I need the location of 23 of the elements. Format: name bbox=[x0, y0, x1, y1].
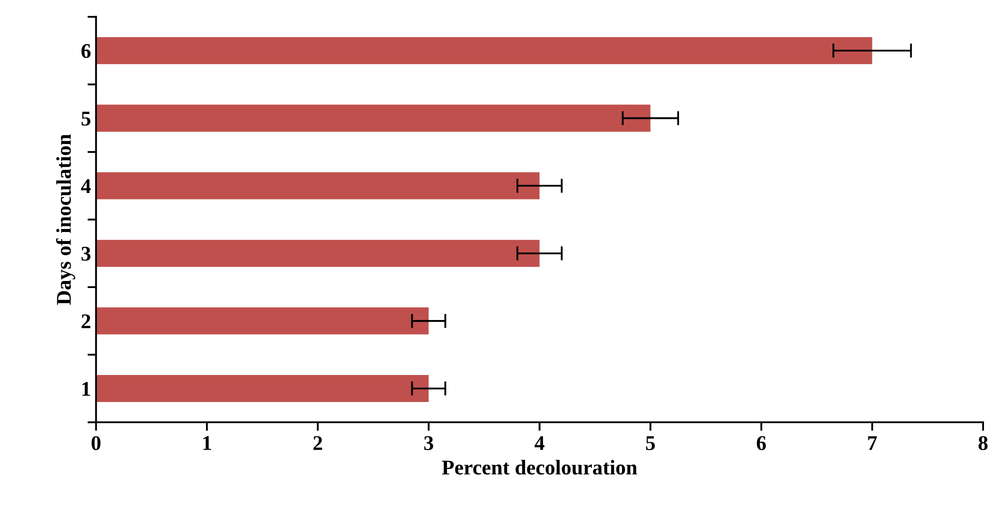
y-tick-label: 3 bbox=[82, 246, 90, 261]
x-tick-label: 5 bbox=[646, 436, 655, 450]
bar bbox=[96, 240, 540, 267]
y-tick-label: 5 bbox=[82, 112, 90, 126]
x-tick-label: 3 bbox=[424, 436, 434, 450]
y-tick-label: 6 bbox=[81, 44, 91, 58]
x-tick-label: 7 bbox=[868, 436, 877, 450]
bar bbox=[96, 104, 650, 132]
bar bbox=[96, 374, 429, 402]
x-tick-label: 4 bbox=[534, 436, 544, 450]
y-tick-label: 4 bbox=[81, 179, 91, 193]
x-tick-label: 2 bbox=[313, 436, 322, 450]
y-tick-label: 1 bbox=[82, 382, 90, 396]
y-axis-title: Days of inoculation bbox=[56, 134, 76, 305]
x-tick-label: 8 bbox=[978, 436, 988, 450]
x-tick-label: 6 bbox=[756, 436, 766, 450]
y-tick-label: 2 bbox=[82, 314, 90, 328]
x-tick-label: 1 bbox=[203, 436, 212, 450]
x-tick-label: 0 bbox=[92, 436, 100, 450]
bar bbox=[96, 307, 429, 334]
x-axis-title: Percent decolouration bbox=[442, 460, 638, 475]
bar bbox=[96, 37, 872, 64]
bar bbox=[96, 172, 540, 200]
